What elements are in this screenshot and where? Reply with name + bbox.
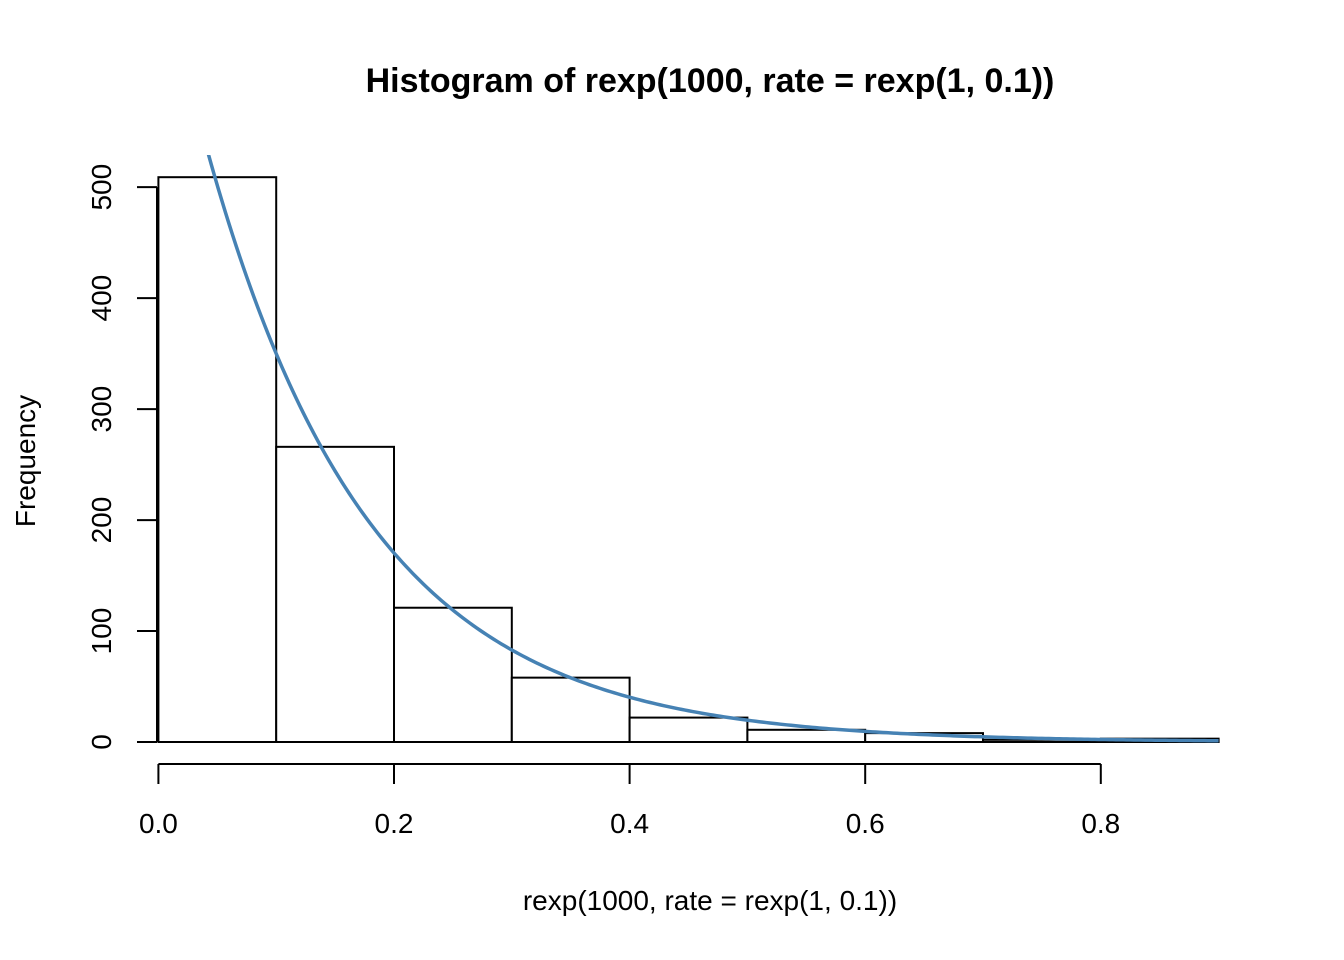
y-tick-label: 0	[86, 734, 117, 750]
chart-title: Histogram of rexp(1000, rate = rexp(1, 0…	[366, 62, 1055, 100]
y-axis: 0 100 200 300 400 500	[86, 164, 158, 750]
x-tick-label: 0.2	[375, 808, 414, 839]
density-curve-layer	[206, 155, 1219, 743]
density-curve	[206, 155, 1219, 743]
histogram-bar	[628, 716, 749, 743]
y-tick-label: 100	[86, 608, 117, 655]
histogram-bars	[157, 176, 1220, 744]
histogram-bar	[393, 606, 513, 743]
y-tick-label: 300	[86, 386, 117, 433]
histogram-bar	[157, 176, 278, 743]
x-tick-label: 0.4	[610, 808, 649, 839]
y-tick-label: 200	[86, 497, 117, 544]
y-axis-label: Frequency	[10, 395, 41, 527]
x-axis-label: rexp(1000, rate = rexp(1, 0.1))	[523, 885, 897, 916]
y-tick-label: 400	[86, 275, 117, 322]
histogram-bar	[510, 676, 631, 743]
y-tick-label: 500	[86, 164, 117, 211]
x-axis: 0.0 0.2 0.4 0.6 0.8	[139, 763, 1120, 839]
x-tick-label: 0.0	[139, 808, 178, 839]
x-tick-label: 0.6	[846, 808, 885, 839]
x-tick-label: 0.8	[1081, 808, 1120, 839]
histogram-bar	[275, 445, 396, 743]
